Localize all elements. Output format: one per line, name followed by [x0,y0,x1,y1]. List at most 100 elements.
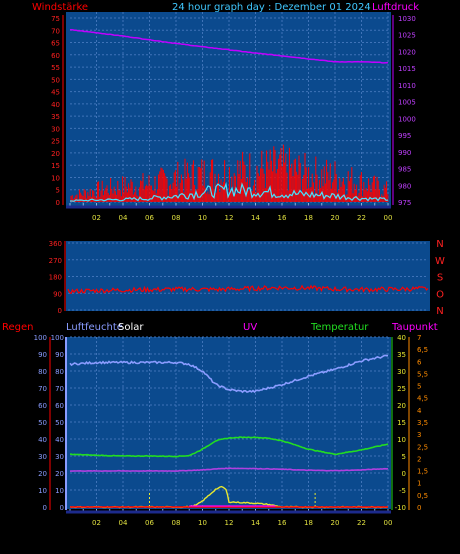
pressure-line [69,28,389,64]
label-regen: Regen [2,322,34,333]
x-tick-label: 22 [357,519,366,527]
x-tick-label: 22 [357,214,366,222]
label-luftfeuchte: Luftfeuchte [66,322,123,333]
y-left-tick-label: 80 [38,368,47,376]
y-left-tick-label: 360 [49,240,62,248]
y-right-tick-label: 1020 [398,48,416,56]
x-tick-label: 06 [145,519,154,527]
x-tick-label: 18 [304,214,313,222]
y-left-tick-label: 10 [51,174,60,182]
y-left-tick-label: 60 [38,402,47,410]
y-left-tick-label: 0 [56,199,60,207]
y-left-tick-label: 40 [38,436,47,444]
y-left-tick-label: 30 [38,453,47,461]
y-left2-tick-label: 90 [55,351,64,359]
y-left-tick-label: 40 [51,101,60,109]
x-tick-label: 10 [198,519,207,527]
y-left2-tick-label: 20 [55,470,64,478]
x-tick-label: 00 [384,519,393,527]
y-right-compass-label: N [436,239,443,250]
x-tick-label: 10 [198,214,207,222]
y-right-tick-label: 1015 [398,65,416,73]
label-uv: UV [243,322,257,333]
y-temp-tick-label: 40 [397,334,406,342]
y-uv-tick-label: 2,5 [417,443,428,451]
x-tick-label: 16 [278,214,287,222]
label-taupunkt: Taupunkt [391,322,438,333]
y-left-tick-label: 50 [38,419,47,427]
y-left-tick-label: 25 [51,138,60,146]
x-tick-label: 20 [331,519,340,527]
y-left-tick-label: 55 [51,64,60,72]
x-tick-label: 02 [92,519,101,527]
label-solar: Solar [118,322,144,333]
y-temp-tick-label: 25 [397,385,406,393]
y-left2-tick-label: 60 [55,402,64,410]
x-tick-label: 08 [172,214,181,222]
x-tick-label: 04 [119,214,128,222]
y-right-compass-label: O [436,289,444,300]
y-uv-tick-label: 3 [417,431,421,439]
y-left-tick-label: 180 [49,274,62,282]
y-left-tick-label: 35 [51,113,60,121]
y-uv-tick-label: 6,5 [417,346,428,354]
y-uv-tick-label: 7 [417,334,421,342]
x-tick-label: 04 [119,519,128,527]
y-right-tick-label: 995 [398,132,411,140]
y-left-tick-label: 45 [51,89,60,97]
wind-line [70,181,389,202]
x-tick-label: 12 [225,214,234,222]
y-left-tick-label: 60 [51,52,60,60]
y-uv-tick-label: 4 [417,407,422,415]
dewpoint-line [69,467,389,473]
y-left2-tick-label: 0 [60,504,64,512]
y-left-tick-label: 5 [56,187,60,195]
wind-direction-line [67,284,429,295]
y-temp-tick-label: -5 [399,487,406,495]
y-right-tick-label: 975 [398,199,411,207]
y-left-tick-label: 0 [58,307,62,315]
y-uv-tick-label: 3,5 [417,419,428,427]
y-temp-tick-label: 0 [402,470,406,478]
label-temperatur: Temperatur [310,322,369,333]
y-uv-tick-label: 0,5 [417,492,428,500]
y-uv-tick-label: 0 [417,504,421,512]
y-left2-tick-label: 10 [55,487,64,495]
y-left-tick-label: 90 [38,351,47,359]
y-left2-tick-label: 40 [55,436,64,444]
y-right-tick-label: 1005 [398,99,416,107]
y-right-compass-label: W [435,256,445,267]
y-right-tick-label: 980 [398,182,411,190]
y-uv-tick-label: 6 [417,358,422,366]
x-tick-label: 02 [92,214,101,222]
y-right-compass-label: S [437,273,443,284]
y-right-tick-label: 1025 [398,32,416,40]
x-tick-label: 14 [251,214,260,222]
y-uv-tick-label: 5 [417,383,421,391]
top-left-label: Windstärke [32,2,88,13]
y-left2-tick-label: 70 [55,385,64,393]
x-tick-label: 08 [172,519,181,527]
y-left-tick-label: 10 [38,487,47,495]
y-right-compass-label: N [436,306,443,317]
y-uv-tick-label: 4,5 [417,395,428,403]
y-temp-tick-label: 35 [397,351,406,359]
y-left-tick-label: 0 [43,504,47,512]
x-tick-label: 00 [384,214,393,222]
y-left-tick-label: 20 [38,470,47,478]
chart-title: 24 hour graph day : Dezember 01 2024 [172,2,371,13]
y-left-tick-label: 270 [49,257,62,265]
y-temp-tick-label: 15 [397,419,406,427]
y-left2-tick-label: 50 [55,419,64,427]
y-temp-tick-label: 20 [397,402,406,410]
y-left-tick-label: 70 [38,385,47,393]
top-right-label: Luftdruck [372,2,419,13]
y-left-tick-label: 100 [34,334,47,342]
x-tick-label: 18 [304,519,313,527]
y-temp-tick-label: 10 [397,436,406,444]
y-uv-tick-label: 1 [417,480,421,488]
y-left2-tick-label: 30 [55,453,64,461]
y-uv-tick-label: 2 [417,455,421,463]
y-right-tick-label: 985 [398,166,411,174]
